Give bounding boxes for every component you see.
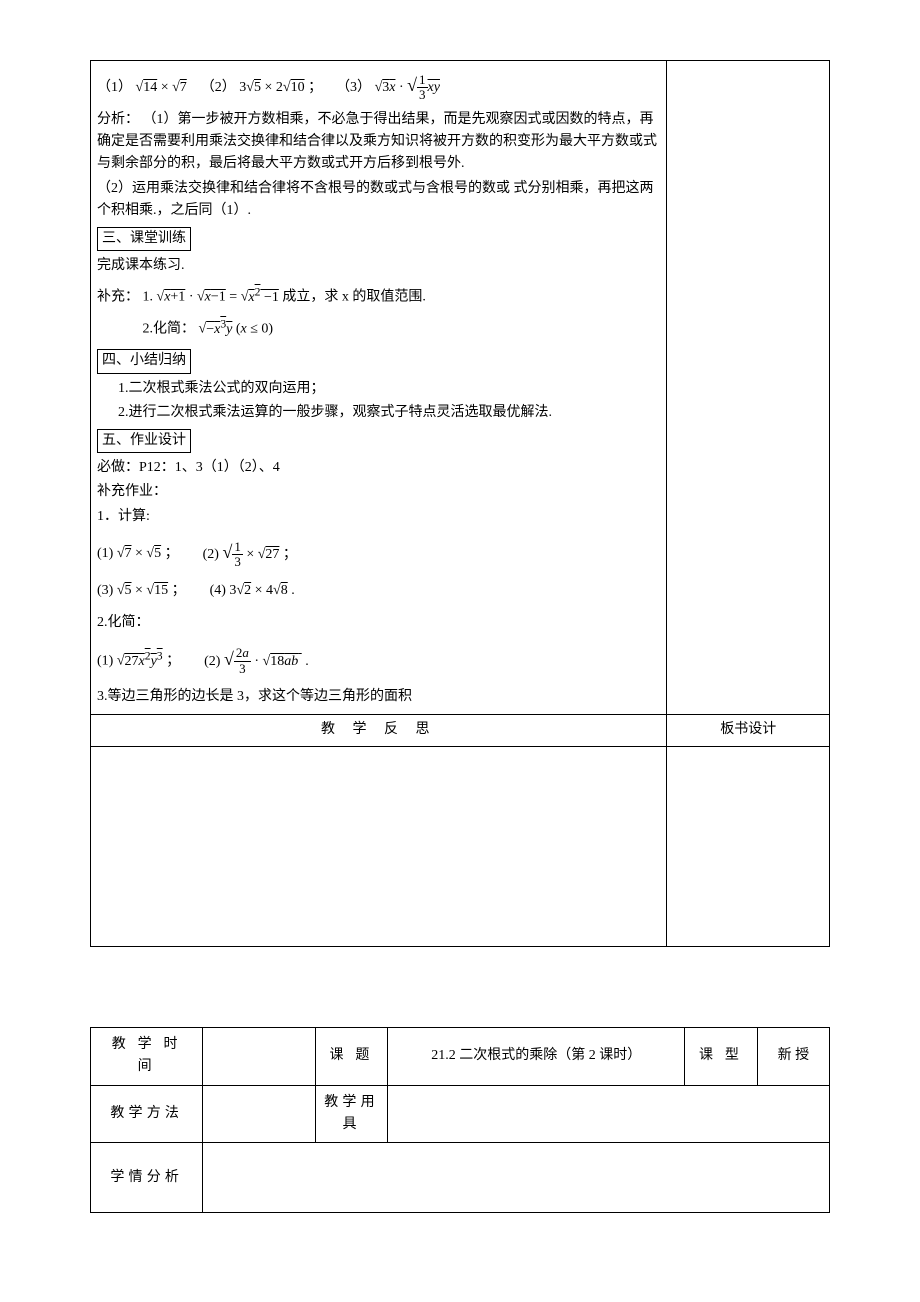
hw1-3: (3) √5 × √15 ；: [97, 580, 186, 602]
supp-label: 补充：: [97, 290, 139, 305]
supp1-suffix: 成立，求 x 的取值范围.: [282, 290, 426, 305]
section-5-heading: 五、作业设计: [97, 429, 191, 453]
lesson-topic-value: 21.2 二次根式的乘除（第 2 课时）: [388, 1027, 685, 1085]
section-3-text: 完成课本练习.: [97, 255, 660, 277]
supp1-prefix: 1.: [143, 290, 154, 305]
hw2-row: (1) √27x2y3 ； (2) √2a3 · √18ab .: [97, 645, 660, 677]
lesson-type-value: 新 授: [757, 1027, 829, 1085]
hw-required: 必做：P12：1、3（1）（2）、4: [97, 457, 660, 479]
hw1-1: (1) √7 × √5 ；: [97, 543, 179, 565]
expr-1: √14 × √7: [136, 80, 187, 95]
lesson-topic-label: 课 题: [315, 1027, 387, 1085]
student-analysis-value: [203, 1143, 830, 1213]
supp1-expr: √x+1 · √x−1 = √x2 −1: [157, 290, 279, 305]
hw1-4: (4) 3√2 × 4√8 .: [210, 580, 295, 602]
main-content-table: （1） √14 × √7 （2） 3√5 × 2√10 ； （3） √3x · …: [90, 60, 830, 947]
reflection-header: 教 学 反 思: [91, 715, 667, 746]
label-1: （1）: [97, 80, 132, 95]
section-4-heading: 四、小结归纳: [97, 349, 191, 373]
expr-3: √3x · √13xy: [375, 80, 440, 95]
analysis-block: 分析： （1）第一步被开方数相乘，不必急于得出结果，而是先观察因式或因数的特点，…: [97, 109, 660, 176]
example-expressions: （1） √14 × √7 （2） 3√5 × 2√10 ； （3） √3x · …: [97, 71, 660, 103]
hw1-row1: (1) √7 × √5 ； (2) √13 × √27 ；: [97, 538, 660, 570]
analysis-1: （1）第一步被开方数相乘，不必急于得出结果，而是先观察因式或因数的特点，再确定是…: [97, 112, 657, 172]
label-2: （2）: [201, 80, 236, 95]
section-4-1: 1.二次根式乘法公式的双向运用；: [97, 378, 660, 400]
section-4-2: 2.进行二次根式乘法运算的一般步骤，观察式子特点灵活选取最优解法.: [97, 402, 660, 424]
board-cell: [667, 746, 830, 946]
supp2-prefix: 2.化简：: [143, 322, 196, 337]
lesson-info-table: 教 学 时 间 课 题 21.2 二次根式的乘除（第 2 课时） 课 型 新 授…: [90, 1027, 830, 1214]
lesson-time-label: 教 学 时 间: [91, 1027, 203, 1085]
content-cell: （1） √14 × √7 （2） 3√5 × 2√10 ； （3） √3x · …: [91, 61, 667, 715]
analysis-label: 分析：: [97, 112, 139, 127]
lesson-time-value: [203, 1027, 315, 1085]
lesson-type-label: 课 型: [685, 1027, 757, 1085]
side-cell-top: [667, 61, 830, 715]
hw1-label: 1．计算:: [97, 506, 660, 528]
supplement-2: 2.化简： √−x3y (x ≤ 0): [97, 315, 660, 341]
teaching-tools-label: 教学用具: [315, 1085, 387, 1143]
student-analysis-label: 学情分析: [91, 1143, 203, 1213]
hw1-row2: (3) √5 × √15 ； (4) 3√2 × 4√8 .: [97, 580, 660, 602]
reflection-cell: [91, 746, 667, 946]
analysis-2: （2）运用乘法交换律和结合律将不含根号的数或式与含根号的数或 式分别相乘，再把这…: [97, 178, 660, 223]
teaching-method-value: [203, 1085, 315, 1143]
hw2-2: (2) √2a3 · √18ab .: [204, 645, 309, 677]
hw2-1: (1) √27x2y3 ；: [97, 647, 180, 673]
supp2-expr: √−x3y (x ≤ 0): [199, 322, 274, 337]
board-header: 板书设计: [667, 715, 830, 746]
teaching-tools-value: [388, 1085, 830, 1143]
label-3: （3）: [336, 80, 371, 95]
sep: ；: [308, 80, 322, 95]
teaching-method-label: 教学方法: [91, 1085, 203, 1143]
hw1-2: (2) √13 × √27 ；: [203, 538, 297, 570]
section-3-heading: 三、课堂训练: [97, 227, 191, 251]
expr-2: 3√5 × 2√10: [239, 80, 304, 95]
hw-supplement: 补充作业：: [97, 481, 660, 503]
supplement-1: 补充： 1. √x+1 · √x−1 = √x2 −1 成立，求 x 的取值范围…: [97, 283, 660, 309]
hw2-label: 2.化简：: [97, 612, 660, 634]
hw3: 3.等边三角形的边长是 3，求这个等边三角形的面积: [97, 686, 660, 708]
